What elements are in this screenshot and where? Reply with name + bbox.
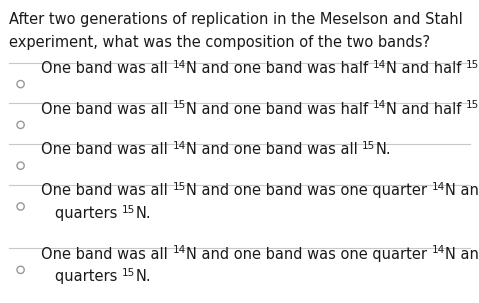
- Text: 15: 15: [466, 60, 479, 70]
- Text: One band was all: One band was all: [41, 102, 172, 117]
- Text: N and one band was half: N and one band was half: [186, 61, 373, 76]
- Text: 14: 14: [172, 60, 186, 70]
- Text: 14: 14: [172, 141, 186, 151]
- Text: 15: 15: [362, 141, 376, 151]
- Text: N and one band was one quarter: N and one band was one quarter: [186, 183, 432, 198]
- Text: N.: N.: [136, 269, 151, 284]
- Text: One band was all: One band was all: [41, 247, 172, 261]
- Text: 15: 15: [122, 268, 136, 278]
- Text: N.: N.: [136, 206, 151, 221]
- Text: 14: 14: [432, 182, 445, 192]
- Text: N and half: N and half: [386, 61, 466, 76]
- Text: 14: 14: [373, 101, 386, 111]
- Text: After two generations of replication in the Meselson and Stahl: After two generations of replication in …: [9, 12, 462, 27]
- Text: experiment, what was the composition of the two bands?: experiment, what was the composition of …: [9, 35, 430, 50]
- Text: 15: 15: [466, 101, 479, 111]
- Text: N and one band was all: N and one band was all: [186, 142, 362, 157]
- Text: 14: 14: [172, 245, 186, 255]
- Text: N.: N.: [376, 142, 391, 157]
- Text: N and half: N and half: [386, 102, 466, 117]
- Text: One band was all: One band was all: [41, 61, 172, 76]
- Text: N and three: N and three: [445, 183, 479, 198]
- Text: quarters: quarters: [55, 269, 122, 284]
- Text: N and three: N and three: [445, 247, 479, 261]
- Text: One band was all: One band was all: [41, 142, 172, 157]
- Text: 14: 14: [432, 245, 445, 255]
- Text: One band was all: One band was all: [41, 183, 172, 198]
- Text: 15: 15: [172, 101, 186, 111]
- Text: N and one band was one quarter: N and one band was one quarter: [186, 247, 432, 261]
- Text: 15: 15: [172, 182, 186, 192]
- Text: N and one band was half: N and one band was half: [186, 102, 373, 117]
- Text: 15: 15: [122, 205, 136, 215]
- Text: quarters: quarters: [55, 206, 122, 221]
- Text: 14: 14: [373, 60, 386, 70]
